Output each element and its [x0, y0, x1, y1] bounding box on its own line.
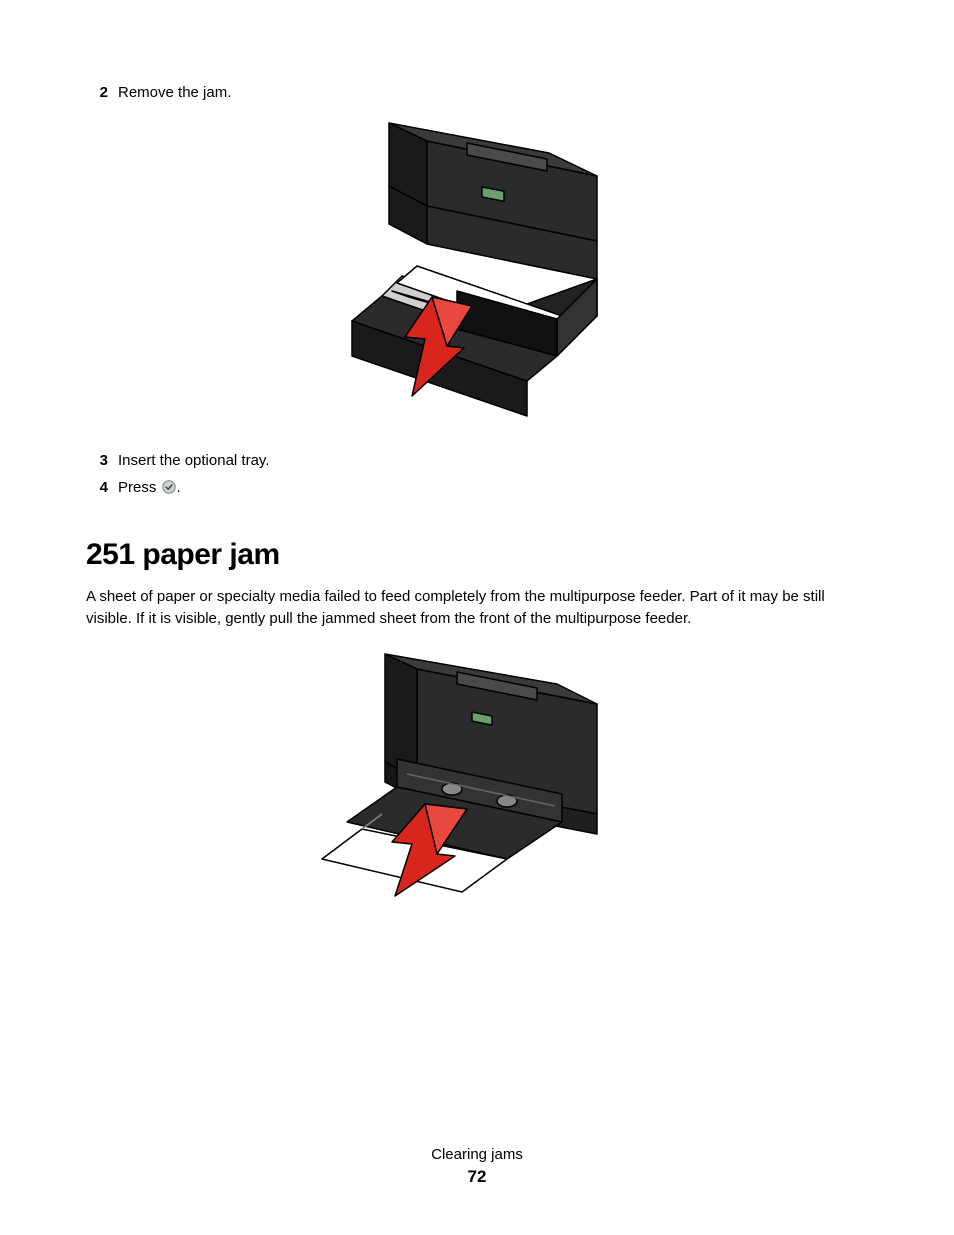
step-number: 3: [86, 450, 108, 471]
section-paragraph: A sheet of paper or specialty media fail…: [86, 586, 868, 630]
step-text-suffix: .: [177, 479, 181, 496]
step-2: 2 Remove the jam.: [86, 82, 868, 103]
printer-tray-illustration: [297, 111, 657, 431]
section-heading: 251 paper jam: [86, 538, 868, 572]
step-text: Press .: [118, 477, 868, 498]
step-number: 2: [86, 82, 108, 103]
printer-feeder-illustration: [307, 644, 647, 904]
footer-page-number: 72: [0, 1167, 954, 1187]
step-text: Remove the jam.: [118, 82, 868, 103]
step-text-prefix: Press: [118, 479, 161, 496]
figure-printer-tray: [86, 111, 868, 436]
checkmark-icon: [162, 480, 176, 494]
page-footer: Clearing jams 72: [0, 1146, 954, 1187]
step-number: 4: [86, 477, 108, 498]
step-3: 3 Insert the optional tray.: [86, 450, 868, 471]
figure-multipurpose-feeder: [86, 644, 868, 909]
step-4: 4 Press .: [86, 477, 868, 498]
document-page: 2 Remove the jam.: [0, 0, 954, 909]
step-text: Insert the optional tray.: [118, 450, 868, 471]
footer-section: Clearing jams: [0, 1146, 954, 1163]
